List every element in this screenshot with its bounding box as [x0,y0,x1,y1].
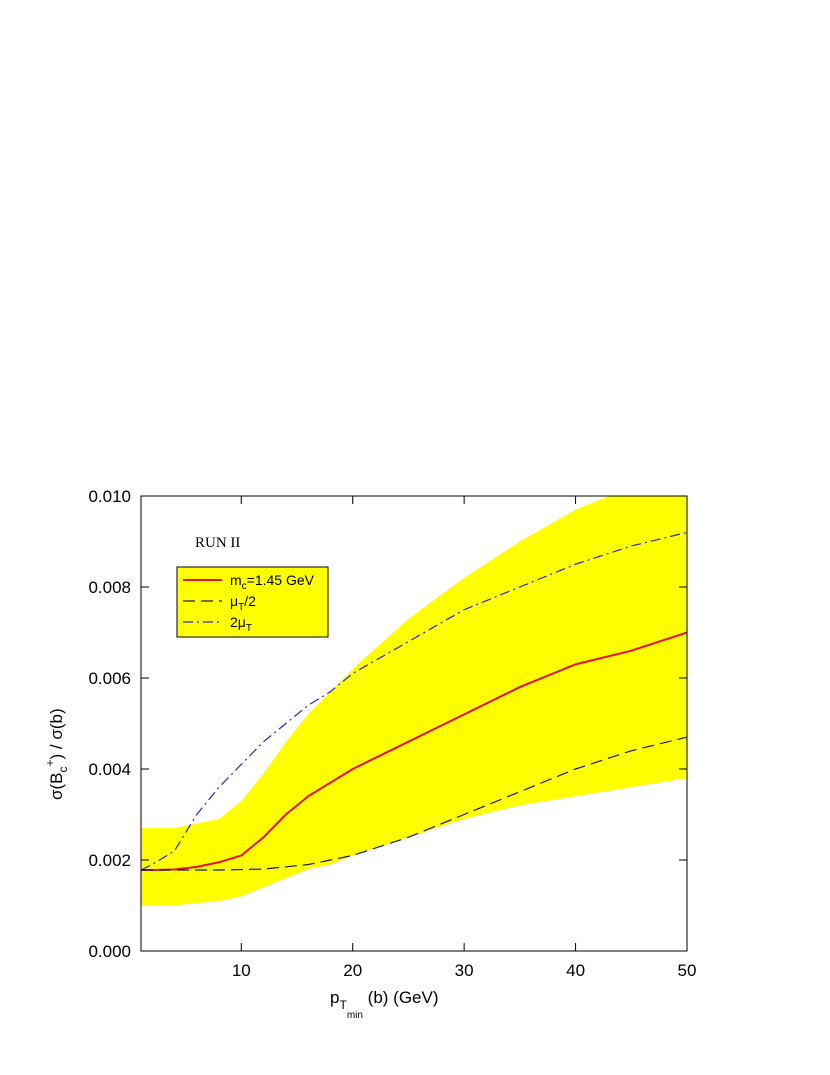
y-label-sup: + [43,759,57,766]
x-label-subsub: min [347,1010,363,1021]
legend-text-part: c [242,581,247,592]
y-tick-label: 0.000 [88,942,131,961]
legend-text-part: T [246,623,252,634]
x-axis-label: pTmin (b) (GeV) [330,988,439,1021]
y-label-part: ) / σ(b) [47,708,66,759]
x-label-part: p [330,988,339,1007]
y-tick-label: 0.002 [88,851,131,870]
series-line [141,631,687,872]
x-label-sub: T [339,998,347,1012]
series-line [141,736,687,871]
legend-text-part: /2 [244,593,256,609]
y-tick-label: 0.006 [88,669,131,688]
y-label-sub: c [56,767,70,773]
legend-text-part: μ [230,593,238,609]
y-tick-label: 0.010 [88,487,131,506]
plot-frame [140,495,688,952]
y-label-part: σ(B [47,773,66,801]
y-tick-label: 0.004 [88,760,131,779]
x-tick-label: 20 [343,961,362,980]
legend-text-part: =1.45 GeV [247,572,315,588]
x-tick-label: 10 [232,961,251,980]
legend-entry: mc=1.45 GeV [230,572,315,592]
annotation: RUN II [195,535,240,551]
legend-box [176,566,329,638]
uncertainty-band [141,496,687,906]
legend-entry: μT/2 [230,593,256,613]
y-tick-label: 0.008 [88,578,131,597]
y-axis-label: σ(Bc+) / σ(b) [43,708,70,800]
legend-text-part: 2μ [230,614,246,630]
series-line [141,531,687,871]
x-label-part: (b) (GeV) [363,988,439,1007]
x-tick-label: 30 [455,961,474,980]
x-tick-label: 40 [566,961,585,980]
legend-entry: 2μT [230,614,252,634]
legend-text-part: T [238,602,244,613]
plot-area [141,496,687,906]
legend-text-part: m [230,572,242,588]
x-tick-label: 50 [678,961,697,980]
